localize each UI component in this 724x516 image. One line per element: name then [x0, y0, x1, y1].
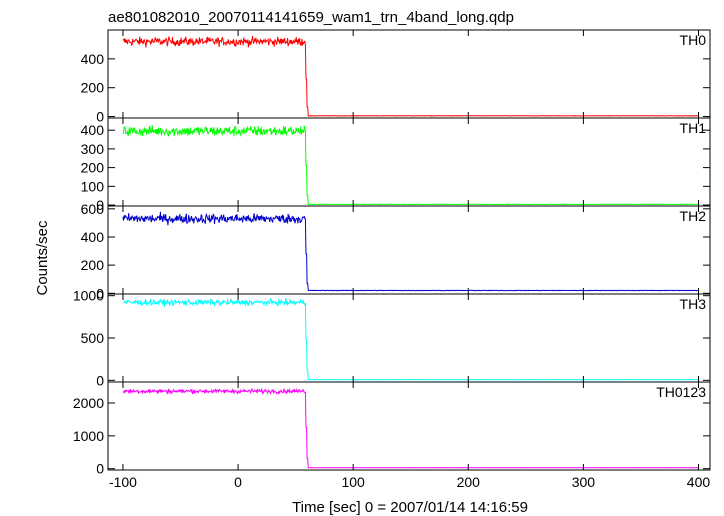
panel-th0123: 0 1000 2000 TH0123 — [73, 381, 711, 477]
chart-title: ae801082010_20070114141659_wam1_trn_4ban… — [108, 9, 514, 26]
series-th3 — [122, 297, 699, 381]
y-tick-label: 200 — [81, 160, 105, 176]
y-tick-label: 2000 — [73, 395, 104, 411]
panel-th2: 0 200 400 600 TH2 — [81, 201, 711, 301]
x-tick-label: 0 — [234, 474, 242, 490]
y-tick-label: 0 — [96, 461, 104, 477]
y-tick-label: 500 — [81, 330, 105, 346]
series-th2 — [122, 211, 699, 292]
series-th1 — [122, 125, 699, 206]
panel-label: TH0 — [680, 32, 707, 48]
x-tick-label: -100 — [109, 474, 137, 490]
y-axis-label: Counts/sec — [34, 220, 51, 296]
x-tick-label: 300 — [572, 474, 596, 490]
panel-label: TH1 — [680, 120, 707, 136]
y-tick-label: 600 — [81, 201, 105, 217]
y-tick-label: 400 — [81, 51, 105, 67]
panel-th3: 0 500 1000 TH3 — [73, 288, 711, 388]
panel-frame — [107, 381, 711, 471]
y-tick-label: 0 — [96, 197, 104, 213]
x-tick-label: 100 — [341, 474, 365, 490]
y-tick-label: 0 — [96, 372, 104, 388]
panel-th0: 0 200 400 TH0 — [81, 29, 711, 125]
y-tick-label: 200 — [81, 257, 105, 273]
x-tick-label: 400 — [687, 474, 711, 490]
y-tick-label: 0 — [96, 285, 104, 301]
y-tick-label: 300 — [81, 141, 105, 157]
y-tick-label: 400 — [81, 122, 105, 138]
series-th0 — [122, 36, 699, 117]
panel-frame — [107, 293, 711, 383]
series-th0123 — [122, 387, 699, 469]
x-tick-label: 200 — [457, 474, 481, 490]
panel-label: TH3 — [680, 296, 707, 312]
x-axis-label: Time [sec] 0 = 2007/01/14 14:16:59 — [292, 499, 528, 516]
panel-label: TH0123 — [656, 384, 706, 400]
panel-th1: 0 100 200 300 400 TH1 — [81, 117, 711, 213]
y-tick-label: 200 — [81, 80, 105, 96]
y-tick-label: 1000 — [73, 288, 104, 304]
y-tick-label: 100 — [81, 178, 105, 194]
y-tick-label: 1000 — [73, 428, 104, 444]
panel-label: TH2 — [680, 208, 707, 224]
y-tick-label: 0 — [96, 109, 104, 125]
y-tick-label: 400 — [81, 229, 105, 245]
